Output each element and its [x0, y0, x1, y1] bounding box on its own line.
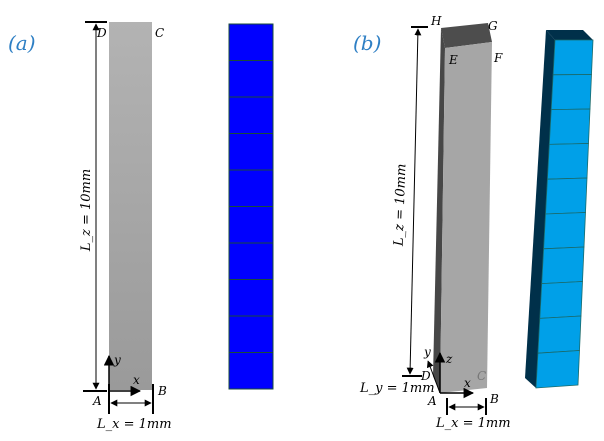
lx-label-a: L_x = 1mm	[96, 417, 172, 432]
corner-e: E	[448, 53, 458, 67]
corner-d-b: D	[420, 369, 431, 383]
axis-x-a: x	[133, 373, 140, 387]
panel-b-label: (b)	[353, 31, 381, 55]
panel-a-mesh	[228, 23, 274, 390]
corner-d: D	[96, 26, 107, 40]
mesh-element	[545, 177, 588, 215]
panel-a-bar	[109, 22, 152, 390]
mesh-element	[228, 279, 274, 317]
prism-front-face	[440, 42, 492, 393]
axis-y-b: y	[423, 345, 431, 359]
mesh-element	[228, 169, 274, 207]
mesh-element	[228, 60, 274, 98]
lz-dimension-line-b	[406, 28, 422, 375]
corner-a-b: A	[427, 394, 437, 408]
mesh-element	[550, 74, 592, 111]
corner-b: B	[157, 384, 167, 398]
axis-y-a: y	[113, 353, 121, 367]
corner-a: A	[92, 394, 102, 408]
y-axis-arrow-b	[426, 360, 441, 394]
mesh-element	[548, 108, 591, 145]
mesh-element	[546, 143, 589, 180]
mesh-element	[228, 242, 274, 280]
lz-label-a: L_z = 10mm	[79, 169, 94, 252]
lz-label-b: L_z = 10mm	[392, 163, 410, 247]
corner-c: C	[155, 26, 164, 40]
axis-x-b: x	[464, 376, 471, 390]
panel-a-label: (a)	[8, 31, 36, 55]
lx-label-b: L_x = 1mm	[435, 416, 511, 431]
mesh-element	[228, 315, 274, 353]
panel-b-mesh	[525, 30, 594, 389]
mesh-element	[543, 212, 586, 250]
mesh-element	[228, 96, 274, 134]
mesh-top-face	[546, 30, 593, 40]
corner-f: F	[493, 51, 503, 65]
corner-h: H	[430, 14, 442, 28]
mesh-element	[539, 281, 583, 319]
corner-g: G	[488, 19, 498, 33]
mesh-element	[552, 39, 594, 76]
corner-c-b: C	[477, 369, 486, 383]
mesh-element	[541, 246, 585, 285]
axis-z-b: z	[445, 352, 453, 366]
mesh-element	[228, 352, 274, 390]
mesh-element	[228, 206, 274, 244]
prism-top-face	[441, 23, 492, 48]
mesh-element	[537, 315, 582, 354]
ly-label-b: L_y = 1mm	[359, 381, 435, 396]
mesh-element	[535, 350, 580, 389]
prism-side-face	[433, 28, 445, 393]
mesh-side-face	[525, 30, 555, 388]
mesh-element	[228, 23, 274, 61]
mesh-element	[228, 133, 274, 171]
corner-b-b: B	[489, 392, 499, 406]
